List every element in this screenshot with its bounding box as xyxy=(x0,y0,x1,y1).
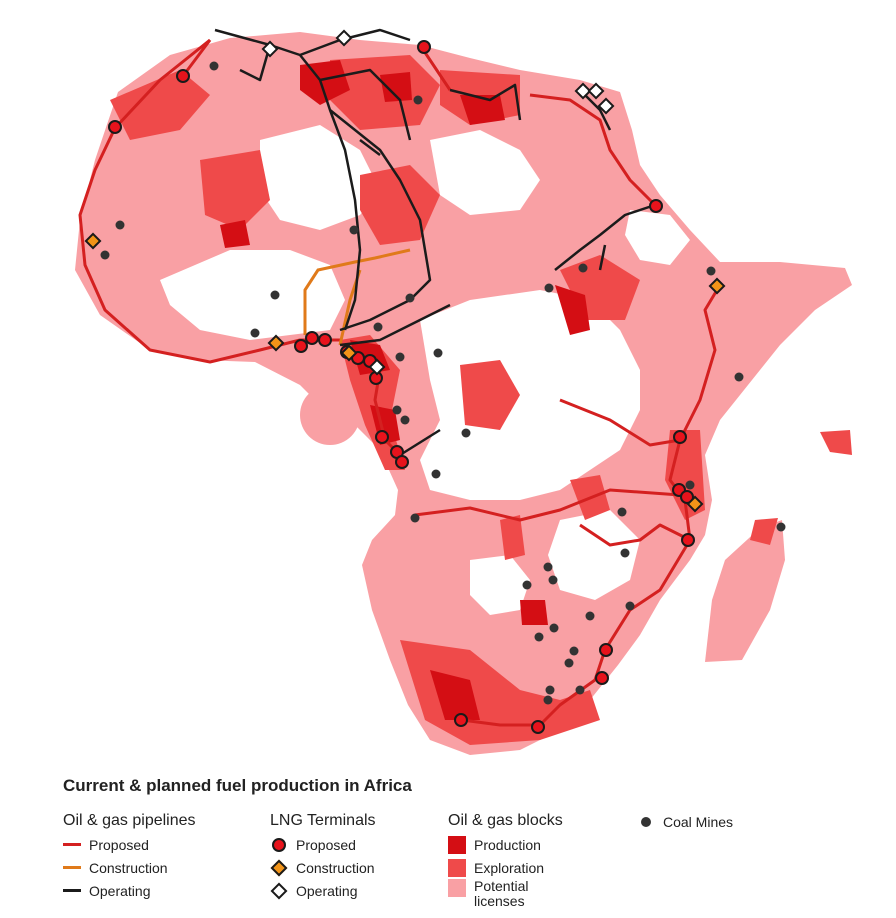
sahara-unlicensed xyxy=(260,125,380,230)
east-unlicensed xyxy=(625,210,690,265)
lng-construction-diamond-icon xyxy=(270,859,288,876)
operating-pipeline-line-icon xyxy=(63,889,81,892)
map-legend: Current & planned fuel production in Afr… xyxy=(55,768,855,914)
lng-proposed-circle-icon xyxy=(272,837,286,852)
production-blocks xyxy=(220,60,590,720)
legend-title: Current & planned fuel production in Afr… xyxy=(63,776,412,795)
legend-lng-heading: LNG Terminals xyxy=(270,812,376,829)
south-unlicensed xyxy=(470,555,530,615)
legend-block-exploration: Exploration xyxy=(448,856,563,879)
legend-pipeline-operating: Operating xyxy=(63,879,196,902)
sahel-unlicensed xyxy=(160,250,345,340)
legend-block-potential: Potential licenses xyxy=(448,879,563,913)
legend-pipelines: Oil & gas pipelines Proposed Constructio… xyxy=(63,812,196,902)
legend-blocks: Oil & gas blocks Production Exploration … xyxy=(448,812,563,913)
lng-operating xyxy=(261,29,615,376)
lng-construction xyxy=(84,232,726,513)
africa-map xyxy=(75,28,852,755)
southeast-unlicensed xyxy=(548,510,640,600)
legend-pipeline-construction: Construction xyxy=(63,856,196,879)
libya-unlicensed xyxy=(430,130,540,215)
central-unlicensed xyxy=(420,290,640,500)
madagascar-area xyxy=(705,520,785,662)
legend-block-production: Production xyxy=(448,833,563,856)
legend-lng: LNG Terminals Proposed Construction Oper… xyxy=(270,812,376,902)
proposed-pipeline-line-icon xyxy=(63,843,81,846)
legend-pipelines-heading: Oil & gas pipelines xyxy=(63,812,196,829)
legend-blocks-heading: Oil & gas blocks xyxy=(448,812,563,829)
legend-coal-mines: Coal Mines xyxy=(637,812,733,832)
lng-proposed xyxy=(108,40,695,734)
legend-lng-proposed: Proposed xyxy=(270,833,376,856)
coal-mines xyxy=(100,61,786,705)
potential-square-icon xyxy=(448,879,466,897)
legend-coal: Coal Mines xyxy=(637,812,733,832)
legend-pipeline-proposed: Proposed xyxy=(63,833,196,856)
legend-lng-construction: Construction xyxy=(270,856,376,879)
exploration-square-icon xyxy=(448,858,466,877)
operating-pipelines xyxy=(214,28,656,457)
construction-pipeline-line-icon xyxy=(63,866,81,869)
offshore-license-zone xyxy=(300,385,360,445)
lng-operating-diamond-icon xyxy=(270,882,288,899)
legend-lng-operating: Operating xyxy=(270,879,376,902)
production-square-icon xyxy=(448,835,466,854)
coal-mine-dot-icon xyxy=(641,817,651,827)
